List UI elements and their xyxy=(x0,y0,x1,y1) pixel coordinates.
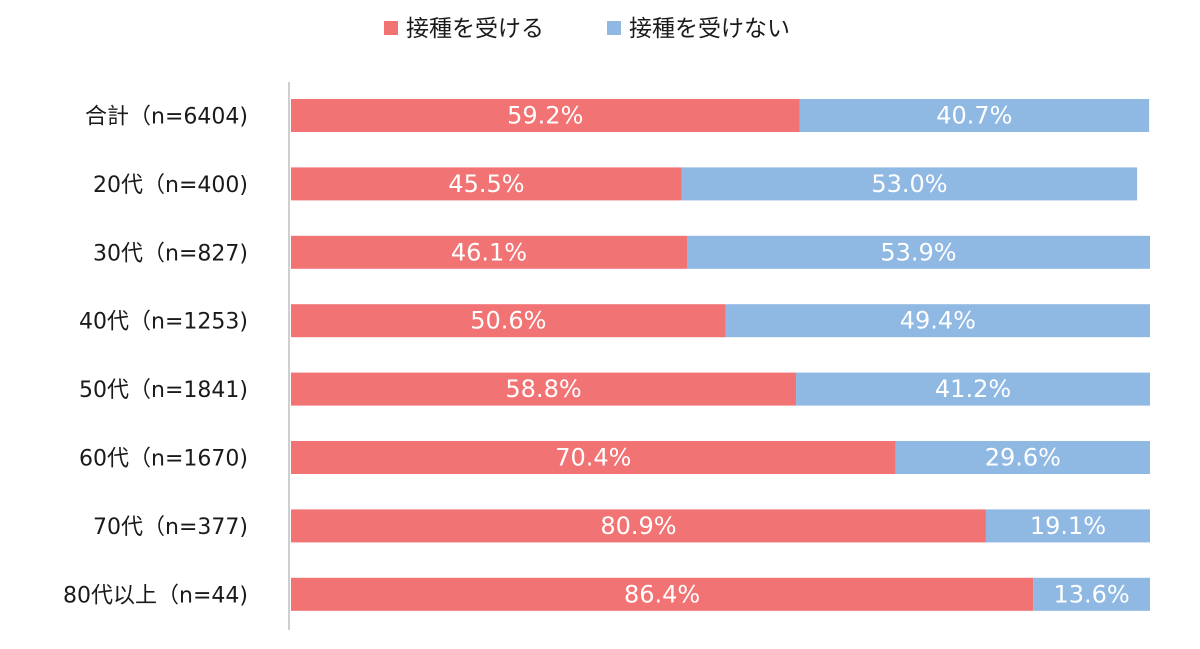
value-label-receive-4: 58.8% xyxy=(505,375,581,403)
bar-receive-7 xyxy=(291,577,1034,611)
category-label-6: 70代（n=377) xyxy=(93,515,248,540)
category-label-2: 30代（n=827) xyxy=(93,241,248,266)
legend-label-not-receive: 接種を受けない xyxy=(629,16,790,42)
bar-not-receive-4 xyxy=(796,372,1150,406)
value-label-receive-2: 46.1% xyxy=(451,238,527,266)
category-label-1: 20代（n=400) xyxy=(93,173,248,198)
category-labels: 合計（n=6404) 20代（n=400) 30代（n=827) 40代（n=1253… xyxy=(63,105,248,609)
bar-receive-0 xyxy=(291,99,800,132)
legend-swatch-receive xyxy=(384,21,398,35)
value-label-receive-3: 50.6% xyxy=(470,307,546,335)
value-label-receive-5: 70.4% xyxy=(555,444,631,472)
category-label-5: 60代（n=1670) xyxy=(79,447,248,472)
category-label-4: 50代（n=1841) xyxy=(79,378,248,403)
value-label-not-receive-0: 40.7% xyxy=(936,102,1012,130)
bar-receive-6 xyxy=(291,509,986,543)
bar-not-receive-6 xyxy=(985,509,1150,543)
value-label-not-receive-3: 49.4% xyxy=(900,307,976,335)
value-label-receive-6: 80.9% xyxy=(600,512,676,540)
value-label-not-receive-1: 53.0% xyxy=(871,170,947,198)
bar-receive-1 xyxy=(291,167,682,201)
value-label-receive-7: 86.4% xyxy=(624,580,700,608)
value-label-not-receive-2: 53.9% xyxy=(880,238,956,266)
category-label-7: 80代以上（n=44) xyxy=(63,583,248,608)
bars-group: 59.2% 40.7% 45.5% 53.0% 46.1% 53.9% 50.6% 49.4%… xyxy=(291,99,1150,611)
value-label-not-receive-5: 29.6% xyxy=(985,444,1061,472)
bar-not-receive-2 xyxy=(686,235,1150,269)
legend-swatch-not-receive xyxy=(607,21,621,35)
bar-receive-5 xyxy=(291,441,896,474)
value-label-receive-0: 59.2% xyxy=(507,102,583,130)
bar-receive-2 xyxy=(291,235,687,269)
legend: 接種を受ける 接種を受けない xyxy=(384,16,790,42)
bar-receive-3 xyxy=(291,304,726,338)
value-label-not-receive-6: 19.1% xyxy=(1030,512,1106,540)
bar-not-receive-5 xyxy=(895,441,1150,474)
value-label-not-receive-4: 41.2% xyxy=(935,375,1011,403)
value-label-receive-1: 45.5% xyxy=(448,170,524,198)
legend-label-receive: 接種を受ける xyxy=(406,16,544,42)
bar-not-receive-0 xyxy=(799,99,1150,132)
bar-receive-4 xyxy=(291,372,797,406)
bar-not-receive-3 xyxy=(725,304,1150,338)
bar-not-receive-1 xyxy=(681,167,1138,201)
bar-not-receive-7 xyxy=(1033,577,1150,611)
category-label-3: 40代（n=1253) xyxy=(79,310,248,335)
category-label-0: 合計（n=6404) xyxy=(85,105,248,130)
value-label-not-receive-7: 13.6% xyxy=(1053,580,1129,608)
